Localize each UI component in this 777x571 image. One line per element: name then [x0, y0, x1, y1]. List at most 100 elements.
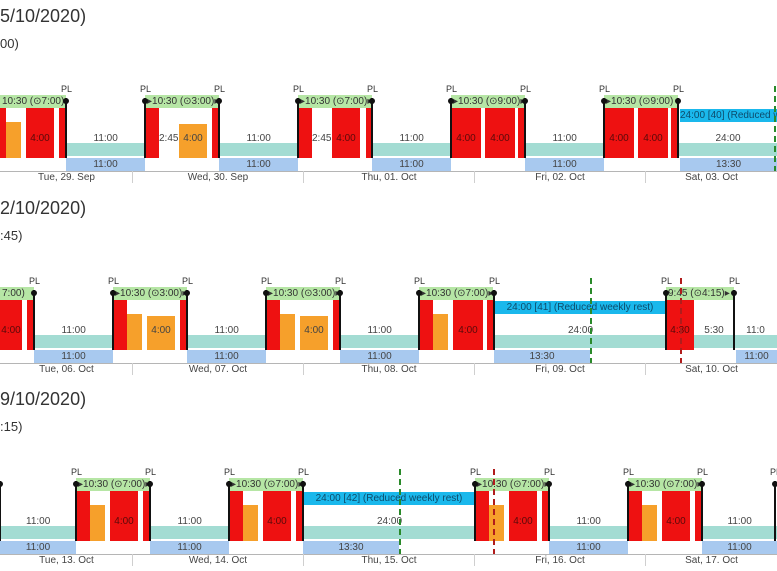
- daily-rest-summary-bar[interactable]: 13:30: [680, 158, 777, 171]
- rest-period-bar[interactable]: [678, 143, 777, 156]
- pl-marker-dot[interactable]: [147, 481, 153, 487]
- pl-marker-dot[interactable]: [300, 481, 306, 487]
- rest-period-bar[interactable]: [340, 335, 419, 348]
- pl-marker-dot[interactable]: [63, 98, 69, 104]
- pl-marker-stem: [186, 290, 188, 350]
- driving-activity-bar[interactable]: [475, 491, 489, 541]
- daily-rest-summary-bar[interactable]: 11:00: [34, 350, 113, 363]
- work-activity-bar[interactable]: [127, 314, 142, 350]
- daily-rest-summary-bar[interactable]: 13:30: [303, 541, 399, 554]
- daily-rest-summary-bar[interactable]: 11:00: [150, 541, 229, 554]
- rest-period-bar[interactable]: [219, 143, 298, 156]
- shift-duration-bar[interactable]: 9:45 (⊙4:15)▸: [666, 287, 734, 300]
- pl-marker-dot[interactable]: [663, 290, 669, 296]
- daily-rest-summary-bar[interactable]: 11:00: [525, 158, 604, 171]
- driving-duration-label: 4:00: [110, 516, 138, 527]
- driving-activity-bar[interactable]: [113, 300, 127, 350]
- weekly-rest-bar[interactable]: 24:00 [42] (Reduced weekly rest): [303, 492, 475, 505]
- pl-marker-dot[interactable]: [675, 98, 681, 104]
- rest-period-bar[interactable]: [34, 335, 113, 348]
- shift-duration-bar[interactable]: ▸10:30 (⊙3:00)▸: [145, 95, 219, 108]
- work-activity-bar[interactable]: [642, 505, 657, 541]
- daily-rest-summary-bar[interactable]: 11:00: [372, 158, 451, 171]
- daily-rest-summary-bar[interactable]: 11:00: [0, 541, 76, 554]
- daily-rest-summary-bar[interactable]: 11:00: [340, 350, 419, 363]
- pl-marker-dot[interactable]: [491, 290, 497, 296]
- daily-rest-summary-bar[interactable]: 13:30: [494, 350, 590, 363]
- weekly-rest-bar[interactable]: 24:00 [41] (Reduced weekly rest): [494, 301, 666, 314]
- pl-marker-dot[interactable]: [216, 98, 222, 104]
- shift-duration-bar[interactable]: ▸10:30 (⊙3:00)▸: [266, 287, 340, 300]
- daily-rest-summary-bar[interactable]: 11:00: [736, 350, 777, 363]
- pl-marker-dot[interactable]: [448, 98, 454, 104]
- shift-duration-bar[interactable]: 7:00): [0, 287, 34, 300]
- driving-activity-bar[interactable]: [229, 491, 243, 541]
- pl-marker-dot[interactable]: [184, 290, 190, 296]
- driving-activity-bar[interactable]: [628, 491, 642, 541]
- rest-period-bar[interactable]: [150, 526, 229, 539]
- shift-duration-bar[interactable]: ▸10:30 (⊙7:00)▸: [475, 478, 549, 491]
- shift-duration-bar[interactable]: ▸10:30 (⊙9:00): [604, 95, 678, 108]
- daily-rest-summary-bar[interactable]: 11:00: [549, 541, 628, 554]
- pl-marker-dot[interactable]: [369, 98, 375, 104]
- pl-marker-dot[interactable]: [699, 481, 705, 487]
- shift-duration-bar[interactable]: ▸10:30 (⊙3:00)▸: [113, 287, 187, 300]
- driving-activity-bar[interactable]: [76, 491, 90, 541]
- rest-period-bar[interactable]: [0, 526, 76, 539]
- work-activity-bar[interactable]: [433, 314, 448, 350]
- shift-duration-bar[interactable]: ▸10:30 (⊙7:00)▸: [628, 478, 702, 491]
- daily-rest-summary-bar[interactable]: 11:00: [66, 158, 145, 171]
- weekly-rest-bar[interactable]: 24:00 [40] (Reduced weekly rest): [680, 109, 777, 122]
- pl-marker-dot[interactable]: [546, 481, 552, 487]
- pl-marker-dot[interactable]: [73, 481, 79, 487]
- daily-rest-summary-bar[interactable]: 11:00: [702, 541, 777, 554]
- daily-rest-summary-bar[interactable]: 11:00: [219, 158, 298, 171]
- pl-marker-dot[interactable]: [263, 290, 269, 296]
- rest-period-bar[interactable]: [372, 143, 451, 156]
- rest-period-bar[interactable]: [694, 335, 734, 348]
- rest-period-bar[interactable]: [303, 526, 475, 539]
- shift-duration-bar[interactable]: ▸10:30 (⊙7:00)▸: [76, 478, 150, 491]
- pl-marker-dot[interactable]: [0, 481, 3, 487]
- rest-duration-label: 24:00: [716, 133, 740, 144]
- rest-period-bar[interactable]: [549, 526, 628, 539]
- pl-marker-dot[interactable]: [625, 481, 631, 487]
- pl-marker-stem: [302, 481, 304, 541]
- shift-duration-bar[interactable]: ▸10:30 (⊙9:00)▸: [451, 95, 525, 108]
- day-label: Wed, 07. Oct: [133, 364, 304, 375]
- pl-marker-dot[interactable]: [226, 481, 232, 487]
- shift-duration-bar[interactable]: 10:30 (⊙7:00): [0, 95, 66, 108]
- rest-period-bar[interactable]: [734, 335, 777, 348]
- driving-activity-bar[interactable]: [298, 108, 312, 158]
- pl-marker-dot[interactable]: [31, 290, 37, 296]
- pl-marker-dot[interactable]: [522, 98, 528, 104]
- pl-marker-dot[interactable]: [772, 481, 777, 487]
- work-activity-bar[interactable]: [489, 505, 504, 541]
- pl-marker-dot[interactable]: [295, 98, 301, 104]
- rest-period-bar[interactable]: [187, 335, 266, 348]
- rest-period-bar[interactable]: [66, 143, 145, 156]
- day-label: Tue, 29. Sep: [0, 172, 152, 183]
- work-activity-bar[interactable]: [280, 314, 295, 350]
- work-activity-bar[interactable]: [6, 122, 21, 158]
- pl-marker-dot[interactable]: [110, 290, 116, 296]
- pl-marker-dot[interactable]: [731, 290, 737, 296]
- pl-marker-dot[interactable]: [142, 98, 148, 104]
- pl-marker-dot[interactable]: [472, 481, 478, 487]
- pl-marker-dot[interactable]: [601, 98, 607, 104]
- driving-activity-bar[interactable]: [266, 300, 280, 350]
- work-activity-bar[interactable]: [243, 505, 258, 541]
- shift-duration-bar[interactable]: ▸10:30 (⊙7:00)▸: [229, 478, 303, 491]
- work-activity-bar[interactable]: [90, 505, 105, 541]
- shift-duration-bar[interactable]: ▸10:30 (⊙7:00)▸: [298, 95, 372, 108]
- rest-period-bar[interactable]: [525, 143, 604, 156]
- driving-activity-bar[interactable]: [145, 108, 159, 158]
- rest-period-bar[interactable]: [702, 526, 777, 539]
- driving-activity-bar[interactable]: [419, 300, 433, 350]
- daily-rest-summary-bar[interactable]: 11:00: [187, 350, 266, 363]
- pl-marker-dot[interactable]: [416, 290, 422, 296]
- pl-marker-dot[interactable]: [337, 290, 343, 296]
- rest-period-bar[interactable]: [494, 335, 666, 348]
- shift-duration-bar[interactable]: ▸10:30 (⊙7:00)▸: [419, 287, 493, 300]
- pl-marker-stem: [665, 290, 667, 350]
